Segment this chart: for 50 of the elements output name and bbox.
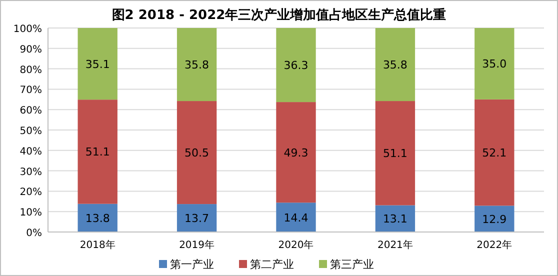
- text: 13.8: [85, 212, 110, 225]
- text: 51.1: [382, 147, 408, 160]
- legend-label: 第二产业: [250, 258, 294, 271]
- text: 14.4: [284, 211, 308, 224]
- bar: [78, 204, 118, 232]
- bar: [474, 206, 514, 232]
- y-tick-label: 70%: [20, 85, 42, 96]
- legend-label: 第三产业: [330, 258, 374, 271]
- bar: [78, 28, 118, 100]
- x-tick-label: 2019年: [179, 239, 215, 251]
- y-tick-label: 50%: [20, 126, 42, 137]
- y-tick-label: 60%: [20, 106, 42, 117]
- bar: [474, 28, 514, 100]
- bar: [276, 102, 316, 203]
- y-tick-label: 100%: [13, 24, 42, 35]
- text: 13.7: [184, 212, 210, 226]
- bar: [276, 202, 316, 232]
- bar: [375, 28, 416, 102]
- text: 35.8: [382, 58, 408, 72]
- y-tick-label: 40%: [20, 146, 42, 158]
- y-tick-label: 90%: [20, 44, 42, 56]
- y-tick-label: 20%: [20, 187, 42, 198]
- bar: [375, 101, 416, 206]
- bar: [474, 99, 514, 206]
- text: 52.1: [482, 146, 507, 160]
- text: 50.5: [184, 146, 210, 160]
- x-tick-label: 2022年: [476, 239, 512, 251]
- y-tick-label: 10%: [20, 208, 42, 219]
- text: 13.1: [382, 212, 408, 226]
- y-tick-label: 0%: [26, 228, 42, 239]
- bar: [176, 28, 217, 102]
- bar: [78, 100, 118, 204]
- text: 35.8: [184, 58, 210, 72]
- y-tick-label: 30%: [20, 166, 42, 178]
- text: 35.0: [482, 58, 507, 71]
- bar: [176, 101, 217, 204]
- text: 12.9: [482, 212, 507, 226]
- text: 51.1: [85, 146, 110, 159]
- x-tick-label: 2020年: [278, 239, 314, 251]
- legend-label: 第一产业: [170, 258, 214, 271]
- bar: [276, 28, 316, 102]
- x-tick-label: 2018年: [80, 239, 116, 251]
- chart-title: 图2 2018 - 2022年三次产业增加值占地区生产总值比重: [112, 7, 446, 23]
- bar: [176, 204, 217, 232]
- y-tick-label: 80%: [20, 64, 42, 76]
- text: 49.3: [284, 146, 308, 160]
- text: 36.3: [284, 59, 308, 72]
- text: 35.1: [85, 58, 110, 71]
- bar: [375, 205, 416, 232]
- x-tick-label: 2021年: [377, 239, 413, 251]
